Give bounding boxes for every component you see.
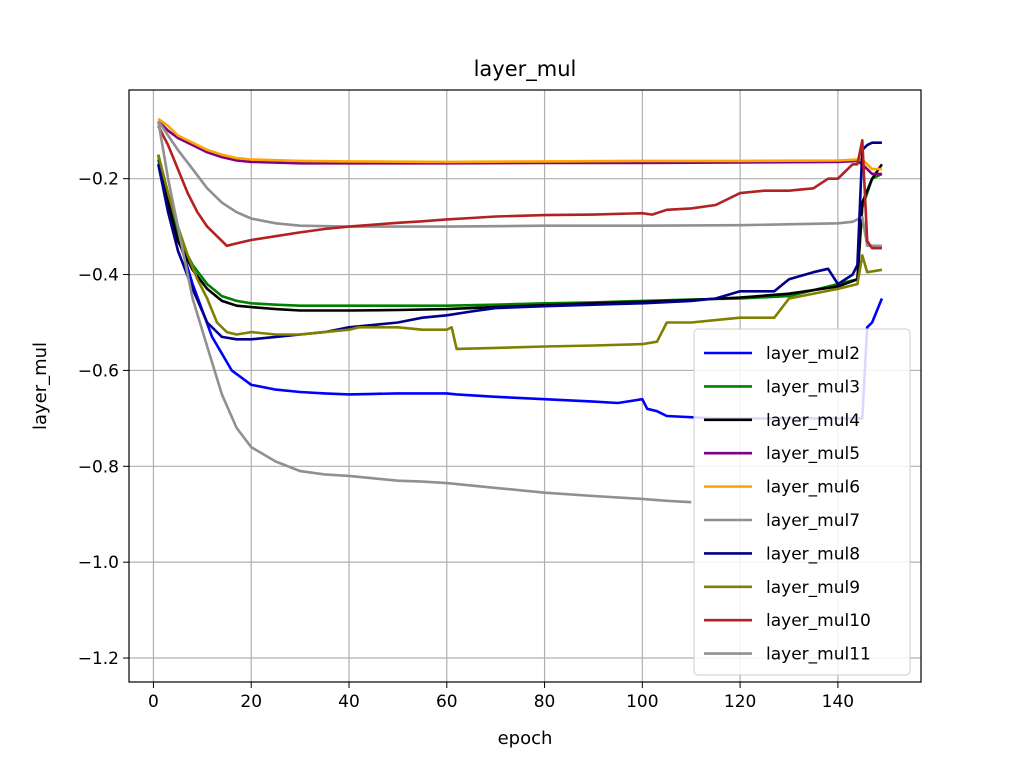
legend-label: layer_mul8	[766, 544, 860, 564]
y-tick-label: −0.4	[78, 266, 119, 286]
plot-frame	[128, 89, 922, 683]
y-tick-label: −1.2	[78, 649, 119, 669]
x-tick-label: 80	[534, 692, 556, 712]
legend-label: layer_mul3	[766, 377, 860, 397]
x-tick-label: 120	[724, 692, 756, 712]
axis-ticks: 0 20 40 60 80 100 120 140 −1.2 −1.0 −0.8 −0.6 −0.4 −0…	[78, 170, 854, 712]
legend-label: layer_mul11	[766, 645, 871, 665]
legend-label: layer_mul2	[766, 344, 860, 364]
x-axis-label: epoch	[498, 728, 553, 749]
series-line-layer-mul9	[157, 154, 883, 351]
x-tick-label: 100	[626, 692, 658, 712]
x-tick-label: 0	[148, 692, 159, 712]
series-line-layer-mul4	[157, 154, 883, 312]
x-tick-label: 60	[436, 692, 458, 712]
legend-box	[693, 328, 911, 676]
y-tick-label: −1.0	[78, 553, 119, 573]
series-line-layer-mul7	[157, 120, 882, 248]
y-tick-label: −0.6	[78, 361, 119, 381]
legend-label: layer_mul9	[766, 578, 860, 598]
y-tick-label: −0.8	[78, 457, 119, 477]
series-lines	[157, 117, 884, 504]
series-line-layer-mul10	[157, 125, 882, 250]
x-tick-label: 20	[240, 692, 262, 712]
legend-label: layer_mul10	[766, 611, 871, 631]
legend: layer_mul2 layer_mul3 layer_mul4 layer_mul5…	[693, 328, 911, 676]
x-tick-label: 140	[822, 692, 854, 712]
legend-label: layer_mul6	[766, 478, 860, 498]
chart-title: layer_mul	[474, 57, 577, 82]
y-axis-label: layer_mul	[30, 342, 51, 430]
legend-label: layer_mul4	[766, 411, 860, 431]
series-line-layer-mul11	[157, 120, 692, 504]
x-tick-label: 40	[338, 692, 360, 712]
legend-label: layer_mul5	[766, 444, 860, 464]
legend-label: layer_mul7	[766, 511, 860, 531]
y-tick-label: −0.2	[78, 170, 119, 190]
series-line-layer-mul8	[157, 141, 882, 341]
